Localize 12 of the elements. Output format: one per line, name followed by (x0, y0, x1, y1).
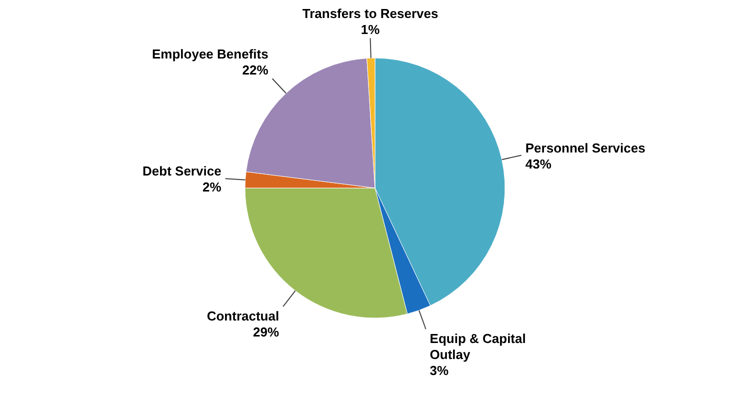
data-label: 29% (253, 324, 280, 340)
slice-label: Personnel Services (525, 140, 646, 156)
slice-label: Transfers to Reserves (302, 6, 438, 22)
data-label: 1% (360, 22, 380, 38)
data-label: 3% (430, 363, 450, 378)
data-label: 2% (202, 180, 222, 195)
data-label: 22% (242, 62, 269, 78)
slice-label: Employee Benefits (152, 46, 268, 62)
slice-label: Debt Service (142, 164, 222, 179)
slice-label: Contractual (206, 308, 280, 324)
data-label: 43% (525, 156, 552, 172)
slice-label: Equip & Capital Outlay (430, 331, 526, 362)
